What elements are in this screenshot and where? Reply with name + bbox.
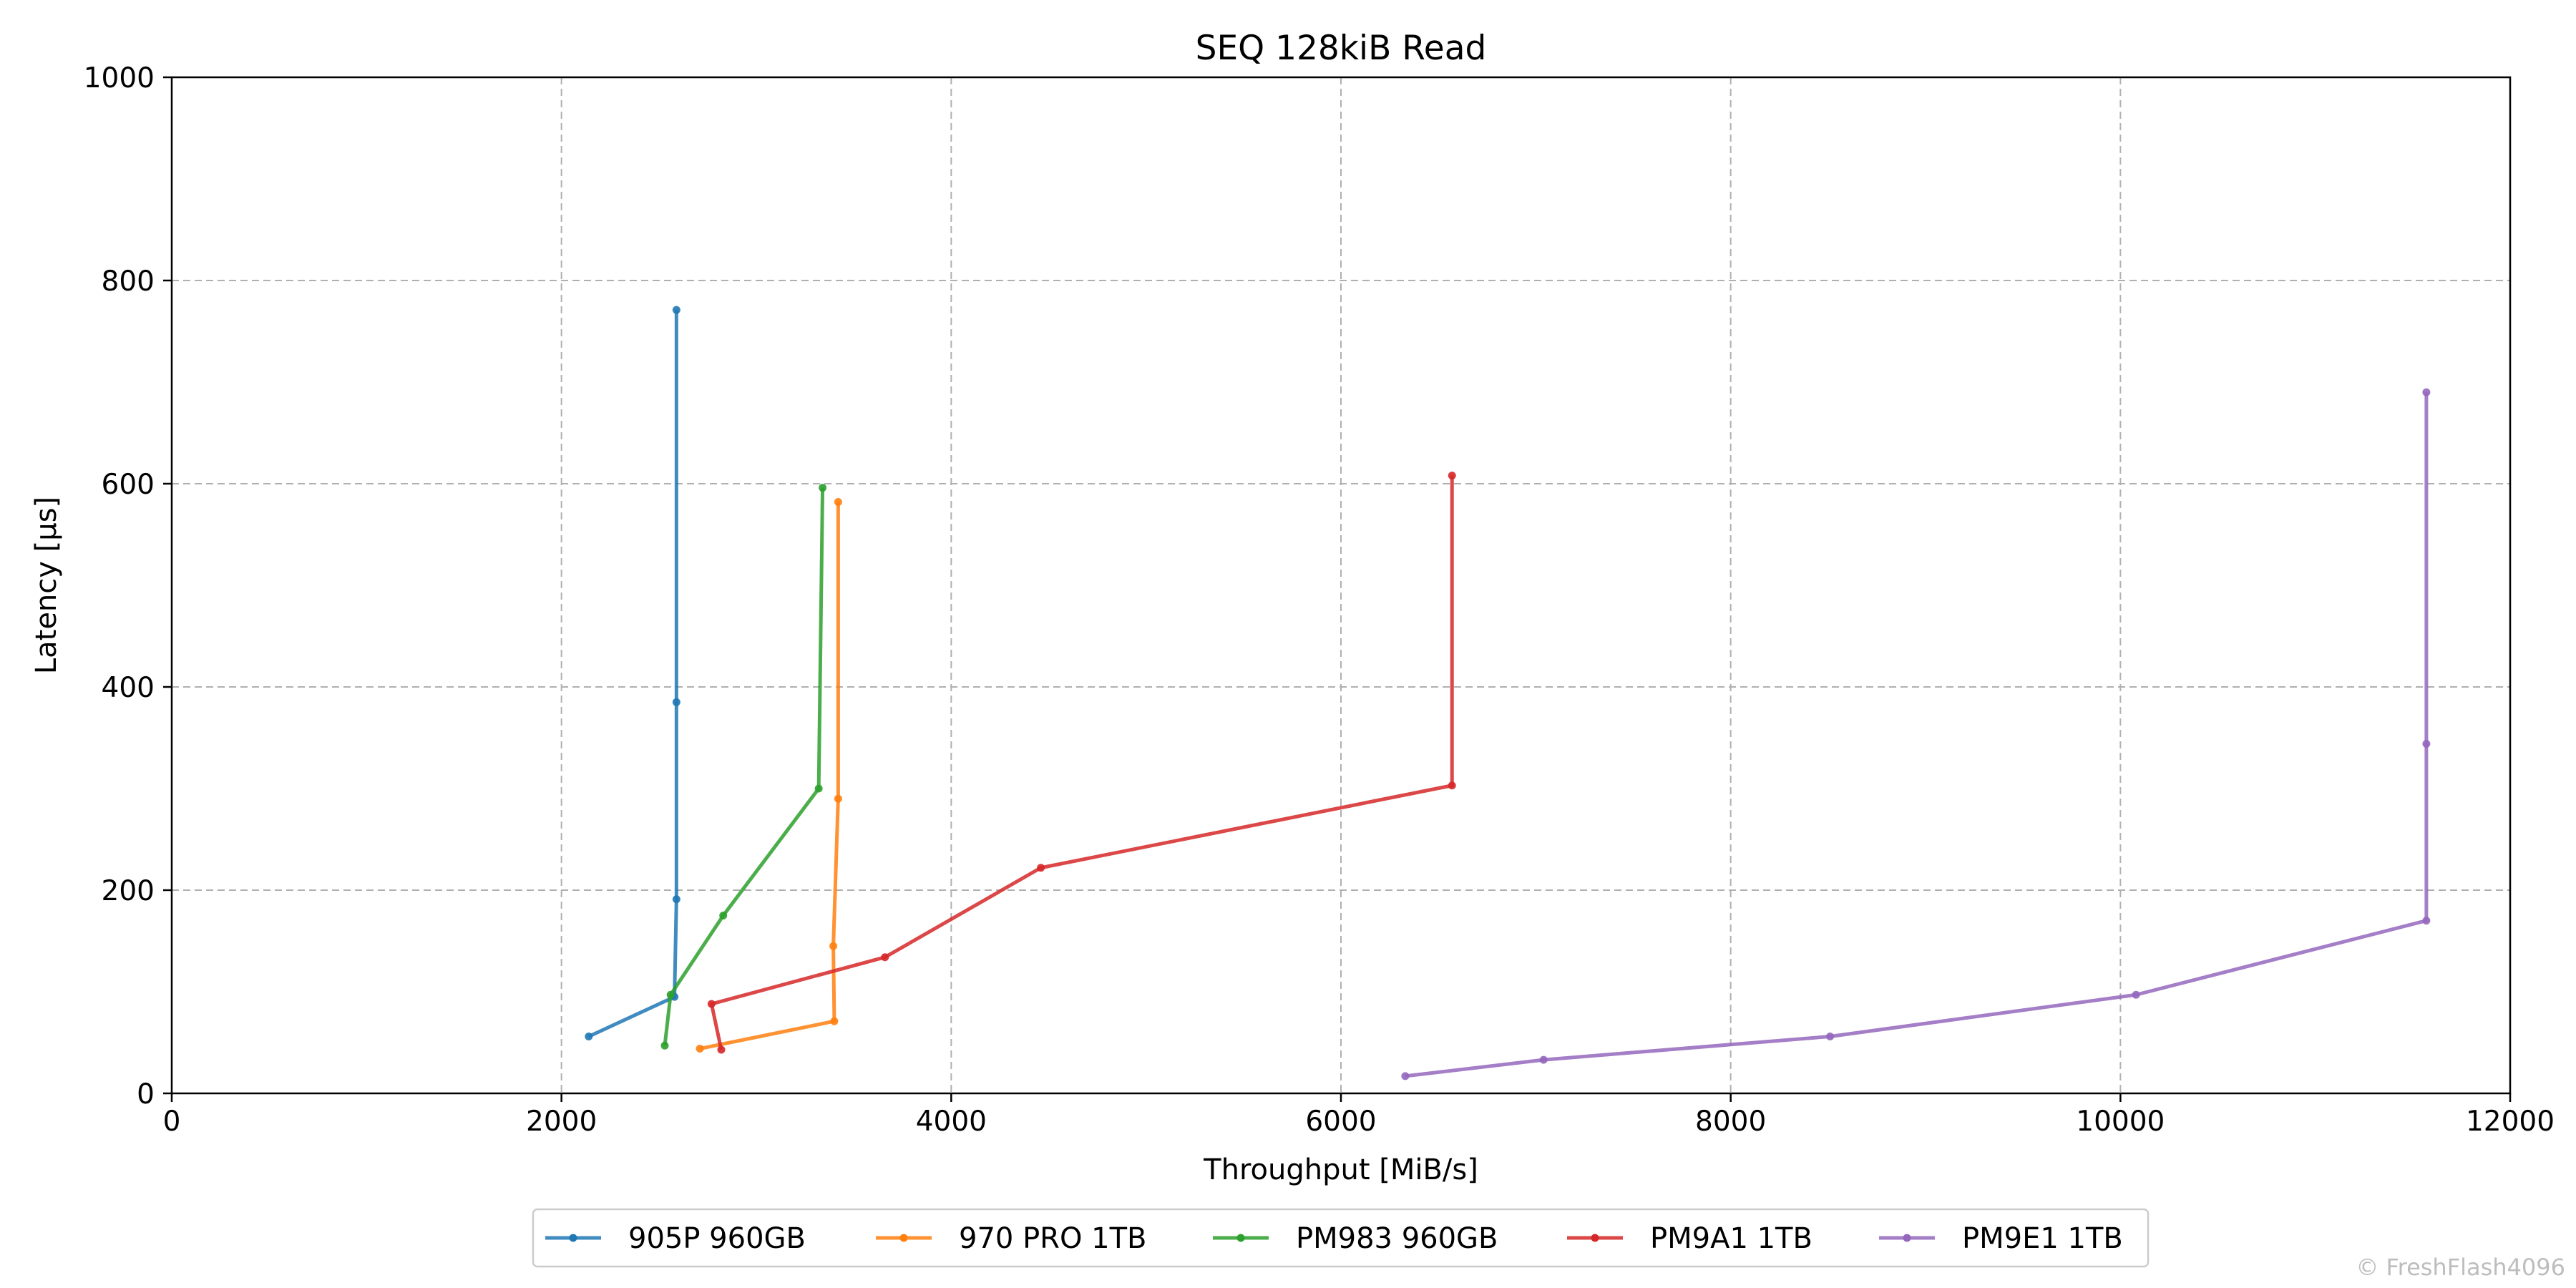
y-tick-label: 600 bbox=[102, 469, 155, 501]
series-1 bbox=[696, 498, 842, 1053]
data-point bbox=[719, 912, 728, 919]
series-line bbox=[1405, 392, 2429, 1078]
series-line bbox=[587, 310, 678, 1038]
series-0 bbox=[585, 306, 680, 1040]
x-tick-label: 0 bbox=[163, 1106, 181, 1138]
y-tick-label: 800 bbox=[102, 265, 155, 298]
x-tick-label: 2000 bbox=[526, 1106, 597, 1138]
data-point bbox=[672, 306, 680, 314]
data-point bbox=[814, 784, 823, 793]
data-point bbox=[834, 498, 842, 507]
data-point bbox=[2132, 990, 2140, 999]
y-tick-label: 200 bbox=[102, 875, 155, 907]
data-point bbox=[672, 895, 680, 904]
legend-item: PM983 960GB bbox=[1213, 1222, 1498, 1255]
data-point bbox=[834, 794, 842, 803]
x-tick-label: 8000 bbox=[1695, 1106, 1766, 1138]
data-point bbox=[2422, 740, 2431, 748]
legend-label: 905P 960GB bbox=[628, 1222, 806, 1255]
y-tick-label: 400 bbox=[102, 672, 155, 704]
legend-item: 970 PRO 1TB bbox=[876, 1222, 1147, 1255]
y-axis-title: Latency [µs] bbox=[30, 497, 63, 674]
legend-label: 970 PRO 1TB bbox=[959, 1222, 1147, 1255]
legend: 905P 960GB 970 PRO 1TB PM983 960GB PM9A1 1T… bbox=[532, 1208, 2150, 1268]
series-line bbox=[709, 475, 1454, 1050]
data-point bbox=[585, 1032, 593, 1040]
series-4 bbox=[1401, 388, 2431, 1080]
legend-item: 905P 960GB bbox=[545, 1222, 806, 1255]
series-2 bbox=[660, 484, 827, 1050]
x-tick-label: 10000 bbox=[2076, 1106, 2165, 1138]
data-point bbox=[660, 1041, 669, 1050]
y-tick-label: 1000 bbox=[84, 62, 155, 94]
legend-marker bbox=[1903, 1234, 1911, 1242]
data-point bbox=[1448, 781, 1456, 790]
legend-item: PM9E1 1TB bbox=[1879, 1222, 2123, 1255]
x-tick-label: 6000 bbox=[1305, 1106, 1376, 1138]
series-line bbox=[663, 487, 825, 1046]
series-3 bbox=[707, 472, 1456, 1054]
legend-marker bbox=[569, 1234, 577, 1242]
data-point bbox=[2422, 917, 2431, 925]
data-point bbox=[1826, 1032, 1835, 1040]
chart-title: SEQ 128kiB Read bbox=[1196, 29, 1487, 68]
data-point bbox=[2422, 388, 2431, 396]
y-tick-label: 0 bbox=[137, 1078, 155, 1111]
data-point bbox=[1539, 1055, 1548, 1064]
data-point bbox=[1037, 864, 1045, 872]
x-tick-label: 12000 bbox=[2466, 1106, 2555, 1138]
legend-marker bbox=[1591, 1234, 1599, 1242]
data-point bbox=[666, 990, 675, 999]
data-point bbox=[717, 1045, 726, 1054]
data-point bbox=[707, 1000, 716, 1008]
data-point bbox=[819, 484, 827, 492]
legend-label: PM9A1 1TB bbox=[1650, 1222, 1813, 1255]
x-axis-title: Throughput [MiB/s] bbox=[1203, 1153, 1478, 1186]
series-layer bbox=[585, 306, 2431, 1080]
legend-marker bbox=[1236, 1234, 1245, 1242]
legend-item: PM9A1 1TB bbox=[1567, 1222, 1813, 1255]
ticks: 0 2000 4000 6000 8000 10000 12000 0 200 400 600 800… bbox=[84, 62, 2555, 1138]
data-point bbox=[696, 1045, 704, 1053]
data-point bbox=[1401, 1072, 1410, 1080]
data-point bbox=[881, 953, 889, 962]
watermark: © FreshFlash4096 bbox=[2356, 1254, 2565, 1281]
legend-label: PM983 960GB bbox=[1296, 1222, 1498, 1255]
data-point bbox=[830, 1017, 839, 1025]
legend-marker bbox=[899, 1234, 908, 1242]
legend-frame bbox=[532, 1208, 2150, 1268]
grid bbox=[172, 77, 2510, 1093]
data-point bbox=[672, 698, 680, 706]
legend-label: PM9E1 1TB bbox=[1962, 1222, 2123, 1255]
data-point bbox=[829, 942, 838, 950]
x-tick-label: 4000 bbox=[916, 1106, 987, 1138]
data-point bbox=[1448, 472, 1456, 480]
